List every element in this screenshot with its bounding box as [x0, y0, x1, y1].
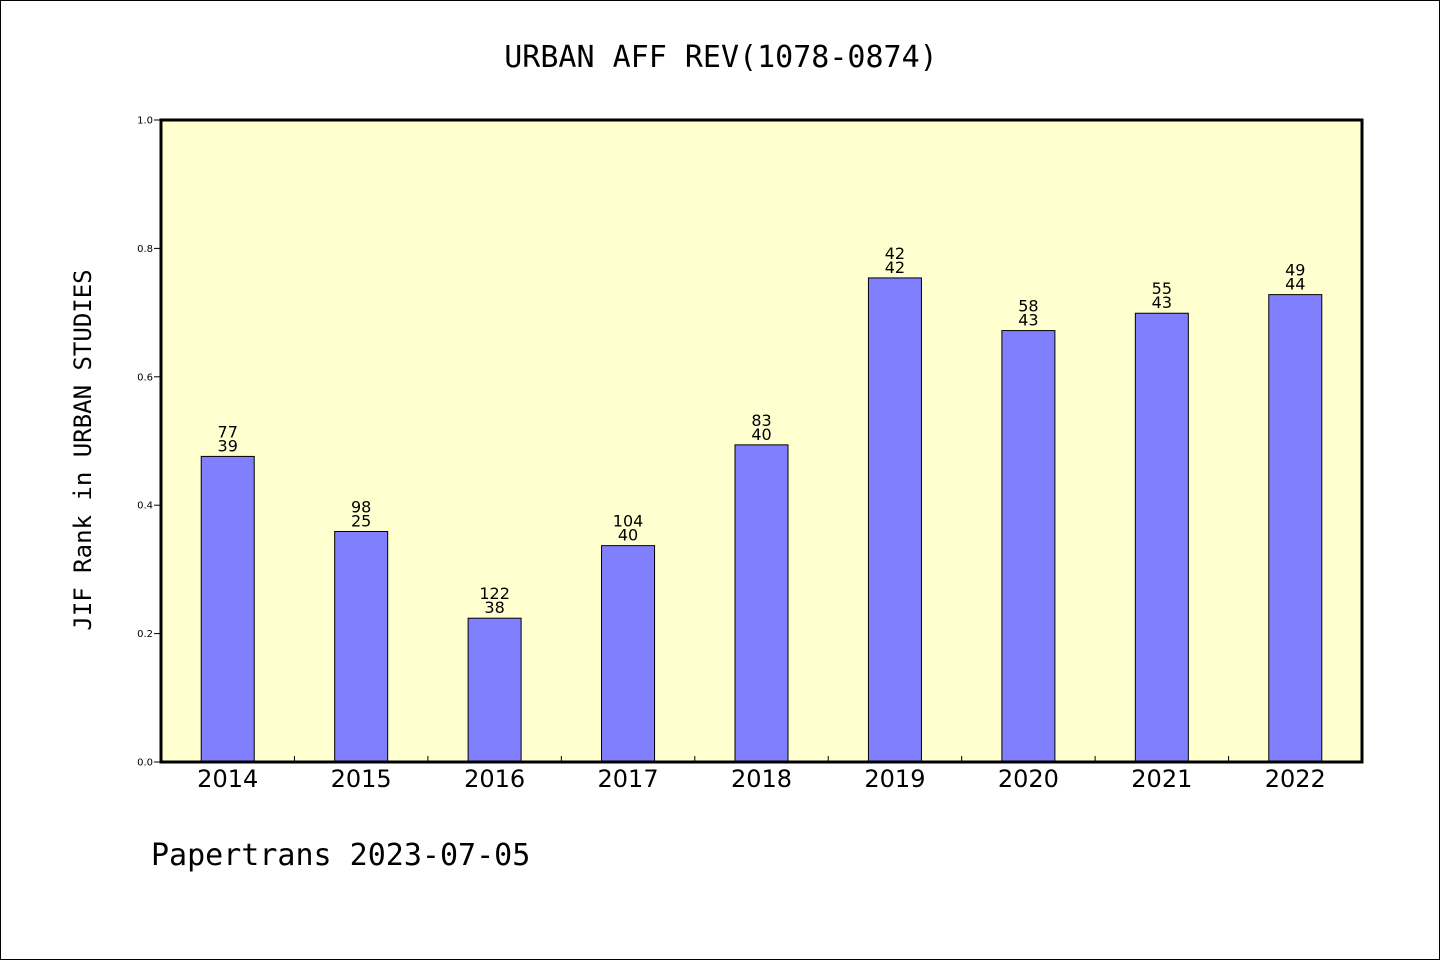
bar-label-bottom-2014: 39	[218, 436, 238, 455]
y-axis: 0.0 0.2 0.4 0.6 0.8 1.0	[137, 116, 161, 769]
x-tick-label-2016: 2016	[464, 765, 525, 793]
plot-border	[159, 118, 1364, 764]
bar-label-top-2017: 104	[613, 512, 644, 531]
x-tick-label-2017: 2017	[598, 765, 659, 793]
bar-label-top-2021: 55	[1152, 279, 1172, 298]
y-tick-label: 0.0	[137, 758, 153, 769]
bar-2020	[1001, 330, 1056, 763]
x-tick-label-2021: 2021	[1131, 765, 1192, 793]
y-tick-label: 0.4	[137, 501, 153, 512]
bar-2014	[200, 455, 255, 763]
x-tick-label-2018: 2018	[731, 765, 792, 793]
bar-label-bottom-2022: 44	[1285, 275, 1305, 294]
bar-2017	[601, 545, 656, 763]
bar-label-bottom-2021: 43	[1152, 293, 1172, 312]
bar-label-top-2018: 83	[751, 411, 771, 430]
bar-label-top-2016: 122	[479, 584, 510, 603]
x-tick-label-2014: 2014	[197, 765, 258, 793]
bar-label-top-2022: 49	[1285, 261, 1305, 280]
bar-label-bottom-2017: 40	[618, 526, 638, 545]
bar-label-top-2020: 58	[1018, 297, 1038, 316]
y-tick-label: 0.8	[137, 244, 153, 255]
bar-label-top-2014: 77	[218, 422, 238, 441]
bar-2022	[1268, 294, 1323, 763]
chart-title: URBAN AFF REV(1078-0874)	[504, 40, 937, 75]
bars-group	[200, 277, 1323, 763]
bar-2021	[1134, 312, 1189, 763]
bar-2016	[467, 617, 522, 763]
bar-label-bottom-2015: 25	[351, 512, 371, 531]
bar-label-bottom-2016: 38	[484, 598, 504, 617]
y-tick-label: 0.2	[137, 629, 153, 640]
bar-2015	[334, 531, 389, 763]
x-tick-label-2022: 2022	[1265, 765, 1326, 793]
x-axis: 2014 2015 2016 2017 2018 2019 2020 2021 2022	[197, 756, 1326, 793]
bar-label-top-2015: 98	[351, 498, 371, 517]
bar-2019	[867, 277, 922, 763]
x-tick-label-2015: 2015	[331, 765, 392, 793]
bar-label-bottom-2018: 40	[751, 425, 771, 444]
bar-label-bottom-2020: 43	[1018, 311, 1038, 330]
x-tick-label-2019: 2019	[864, 765, 925, 793]
y-tick-label: 1.0	[137, 116, 153, 127]
y-tick-label: 0.6	[137, 372, 153, 383]
x-tick-label-2020: 2020	[998, 765, 1059, 793]
bar-label-bottom-2019: 42	[885, 258, 905, 277]
y-axis-label: JIF Rank in URBAN STUDIES	[69, 269, 97, 630]
footer-text: Papertrans 2023-07-05	[151, 838, 530, 873]
bar-2018	[734, 444, 789, 763]
bar-label-top-2019: 42	[885, 244, 905, 263]
